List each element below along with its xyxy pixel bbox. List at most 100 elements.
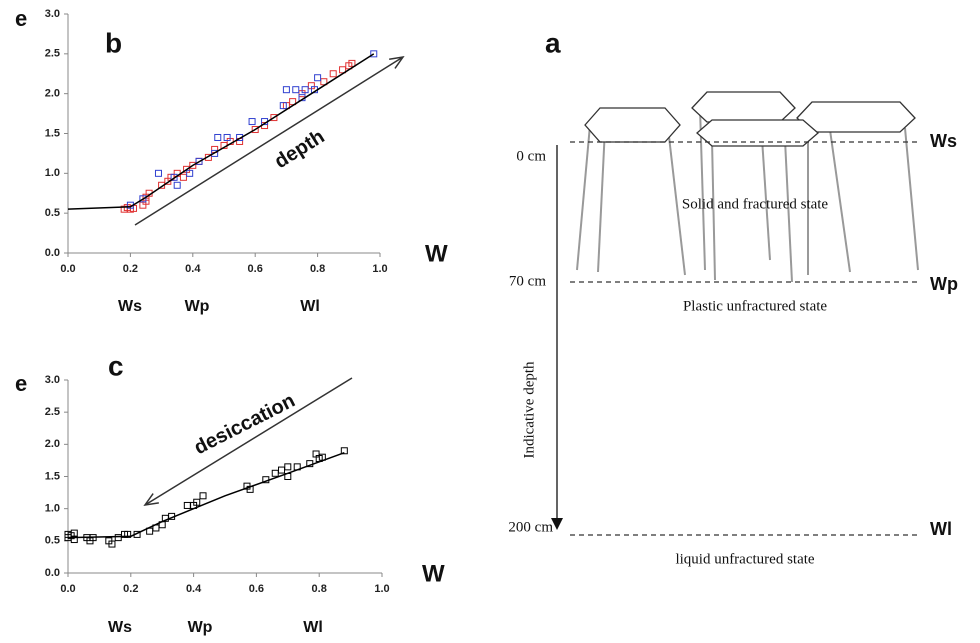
limit-label: Wp bbox=[185, 298, 210, 315]
diagram bbox=[551, 91, 919, 536]
y-tick-label: 2.5 bbox=[45, 48, 60, 60]
limit-label: Ws bbox=[930, 131, 957, 151]
point bbox=[320, 78, 328, 86]
x-tick-label: 0.2 bbox=[123, 583, 138, 595]
x-tick-label: 0.6 bbox=[249, 583, 264, 595]
x-tick-label: 0.6 bbox=[248, 263, 263, 275]
arrow-head bbox=[143, 493, 159, 507]
point bbox=[108, 540, 116, 548]
trend-arrow bbox=[134, 56, 404, 226]
hexagon bbox=[696, 119, 819, 147]
point bbox=[248, 118, 256, 126]
state-label: liquid unfractured state bbox=[675, 551, 814, 567]
x-axis-label: W bbox=[422, 560, 445, 587]
y-tick-label: 0.0 bbox=[45, 567, 60, 579]
y-tick-label: 1.5 bbox=[45, 127, 60, 139]
point bbox=[271, 469, 279, 477]
trend-arrow bbox=[144, 377, 353, 506]
limit-label: Ws bbox=[108, 619, 132, 636]
depth-label: 0 cm bbox=[516, 148, 546, 164]
point bbox=[170, 173, 178, 181]
point bbox=[211, 149, 219, 157]
x-tick-label: 0.2 bbox=[123, 263, 138, 275]
point bbox=[124, 530, 132, 538]
y-axis-label: e bbox=[15, 371, 27, 396]
fit-line bbox=[67, 53, 375, 210]
point bbox=[193, 498, 201, 506]
y-tick-label: 0.5 bbox=[45, 535, 60, 547]
point bbox=[301, 86, 309, 94]
point bbox=[251, 126, 259, 134]
point bbox=[114, 534, 122, 542]
y-tick-label: 3.0 bbox=[45, 8, 60, 20]
point bbox=[173, 181, 181, 189]
x-tick-label: 0.0 bbox=[60, 263, 75, 275]
point bbox=[183, 501, 191, 509]
limit-label: Wp bbox=[930, 274, 958, 294]
y-axis-label: e bbox=[15, 6, 27, 31]
point bbox=[329, 70, 337, 78]
limit-label: Ws bbox=[118, 298, 142, 315]
y-tick-label: 1.0 bbox=[45, 503, 60, 515]
x-tick-label: 0.8 bbox=[310, 263, 325, 275]
point bbox=[370, 50, 378, 58]
point bbox=[278, 466, 286, 474]
point bbox=[186, 169, 194, 177]
limit-label: Wl bbox=[930, 519, 952, 539]
point bbox=[70, 536, 78, 544]
point bbox=[195, 157, 203, 165]
y-tick-label: 1.0 bbox=[45, 167, 60, 179]
limit-label: Wl bbox=[303, 619, 323, 636]
y-tick-label: 0.5 bbox=[45, 207, 60, 219]
limit-label: Wp bbox=[188, 619, 213, 636]
fit-line bbox=[67, 451, 345, 539]
hexagon bbox=[584, 107, 681, 143]
x-axis-label: W bbox=[425, 240, 448, 267]
point bbox=[189, 161, 197, 169]
axis-label: Indicative depth bbox=[521, 361, 537, 459]
panel-letter: b bbox=[105, 27, 122, 58]
y-tick-label: 1.5 bbox=[45, 470, 60, 482]
point bbox=[223, 133, 231, 141]
x-tick-label: 0.0 bbox=[60, 583, 75, 595]
depth-label: 200 cm bbox=[508, 519, 553, 535]
y-tick-label: 2.5 bbox=[45, 406, 60, 418]
state-label: Plastic unfractured state bbox=[683, 298, 827, 314]
annotation: desiccation bbox=[191, 390, 299, 460]
panel-letter: a bbox=[545, 27, 561, 58]
point bbox=[270, 114, 278, 122]
point bbox=[279, 102, 287, 110]
y-tick-label: 2.0 bbox=[45, 438, 60, 450]
point bbox=[284, 463, 292, 471]
point bbox=[314, 74, 322, 82]
point bbox=[289, 98, 297, 106]
annotation: depth bbox=[271, 126, 329, 174]
depth-label: 70 cm bbox=[509, 273, 546, 289]
point bbox=[154, 169, 162, 177]
point bbox=[179, 173, 187, 181]
point bbox=[340, 447, 348, 455]
point bbox=[214, 133, 222, 141]
state-label: Solid and fractured state bbox=[682, 196, 829, 212]
hexagon bbox=[691, 91, 796, 123]
y-tick-label: 0.0 bbox=[45, 247, 60, 259]
x-tick-label: 0.4 bbox=[185, 263, 201, 275]
point bbox=[139, 195, 147, 203]
y-tick-label: 3.0 bbox=[45, 374, 60, 386]
point bbox=[292, 86, 300, 94]
arrow-head bbox=[389, 55, 405, 69]
point bbox=[339, 66, 347, 74]
x-tick-label: 1.0 bbox=[374, 583, 389, 595]
x-tick-label: 1.0 bbox=[372, 263, 387, 275]
y-tick-label: 2.0 bbox=[45, 88, 60, 100]
hexagon bbox=[796, 101, 916, 133]
point bbox=[348, 59, 356, 67]
limit-label: Wl bbox=[300, 298, 320, 315]
point bbox=[199, 492, 207, 500]
x-tick-label: 0.4 bbox=[186, 583, 202, 595]
point bbox=[282, 86, 290, 94]
x-tick-label: 0.8 bbox=[312, 583, 327, 595]
panel-letter: c bbox=[108, 350, 124, 381]
arrow-head bbox=[551, 518, 563, 530]
